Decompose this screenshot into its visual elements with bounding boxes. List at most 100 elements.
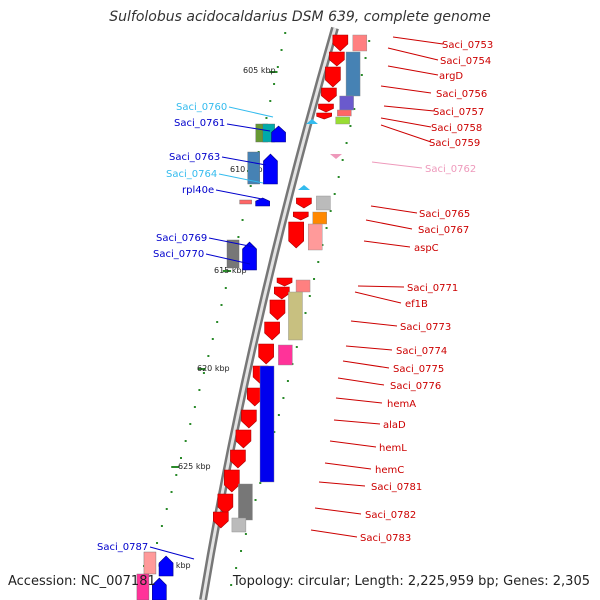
leader-line [345, 345, 393, 351]
gene-label[interactable]: Saci_0776 [390, 381, 441, 392]
scale-dot [368, 40, 371, 42]
scale-dot [211, 338, 214, 340]
leader-line [380, 117, 432, 128]
forward-gene-marker [330, 154, 342, 159]
leader-line [335, 397, 383, 404]
gene-label[interactable]: hemL [379, 443, 407, 454]
genome-title: Sulfolobus acidocaldarius DSM 639, compl… [109, 9, 491, 25]
scale-dot [230, 584, 233, 586]
scale-dot [179, 457, 182, 459]
gene-label[interactable]: Saci_0758 [431, 123, 482, 134]
forward-gene-arrows [213, 34, 349, 529]
cog-block [307, 223, 323, 251]
gene-label[interactable]: argD [439, 71, 463, 82]
scale-major-tick [269, 71, 278, 73]
forward-gene-arrow [258, 343, 274, 365]
scale-dot [241, 219, 244, 221]
forward-gene-arrow [217, 493, 234, 515]
forward-gene-arrow [325, 66, 341, 88]
gene-label[interactable]: Saci_0769 [156, 233, 207, 244]
forward-gene-arrow [273, 286, 290, 300]
gene-label[interactable]: Saci_0765 [419, 209, 470, 220]
leader-line [310, 529, 358, 538]
leader-line [329, 440, 377, 448]
scale-dot [349, 125, 352, 127]
gene-label[interactable]: Saci_0763 [169, 152, 220, 163]
leader-line [387, 47, 439, 61]
cog-block [143, 551, 157, 575]
scale-dot [273, 431, 276, 433]
scale-dot [280, 49, 283, 51]
scale-dot [333, 193, 336, 195]
scale-dot [175, 474, 178, 476]
gene-label[interactable]: Saci_0771 [407, 283, 458, 294]
gene-label[interactable]: alaD [383, 420, 406, 431]
gene-label[interactable]: Saci_0762 [425, 164, 476, 175]
leader-line [149, 546, 195, 560]
leader-line [357, 285, 405, 288]
gene-label[interactable]: Saci_0781 [371, 482, 422, 493]
leader-line [333, 419, 381, 425]
scale-dot [269, 100, 272, 102]
leader-line [318, 481, 366, 487]
cog-block [352, 34, 368, 52]
left-labels: Saci_0760 Saci_0761 Saci_0763 Saci_0764 … [97, 102, 227, 553]
cog-block [239, 199, 252, 205]
gene-label[interactable]: hemA [387, 399, 416, 410]
reverse-gene-marker [298, 185, 310, 190]
scale-dot [360, 74, 363, 76]
scale-dot [308, 295, 311, 297]
scale-dot [193, 406, 196, 408]
gene-label[interactable]: Saci_0764 [166, 169, 217, 180]
gene-label[interactable]: hemC [375, 465, 404, 476]
scale-dot [240, 550, 243, 552]
gene-label[interactable]: ef1B [405, 299, 428, 310]
scale-dot [249, 185, 252, 187]
reverse-gene-arrow [263, 153, 278, 185]
accession-text: Accession: NC_007181 [8, 574, 156, 589]
scale-dot [282, 397, 285, 399]
forward-gene-arrow [332, 34, 349, 52]
scale-dot [224, 287, 227, 289]
forward-gene-arrow [318, 103, 334, 113]
leader-line [324, 462, 372, 470]
gene-label[interactable]: Saci_0767 [418, 225, 469, 236]
leader-line [221, 156, 267, 166]
forward-gene-arrow [230, 449, 246, 469]
gene-label[interactable]: Saci_0759 [429, 138, 480, 149]
gene-label[interactable]: Saci_0761 [174, 118, 225, 129]
reverse-gene-arrow [158, 555, 174, 577]
gene-label[interactable]: Saci_0757 [433, 107, 484, 118]
scale-dot [295, 346, 298, 348]
reverse-gene-arrow [152, 577, 167, 600]
scale-dot [321, 244, 324, 246]
leader-line [205, 253, 251, 265]
gene-label[interactable]: Saci_0783 [360, 533, 411, 544]
gene-label[interactable]: rpl40e [182, 185, 214, 196]
gene-label[interactable]: Saci_0756 [436, 89, 487, 100]
forward-gene-arrow [213, 511, 229, 529]
scale-dot [170, 491, 173, 493]
cog-block [339, 95, 354, 111]
cog-block [238, 483, 253, 521]
gene-label[interactable]: Saci_0782 [365, 510, 416, 521]
scale-label: 615 kbp [214, 266, 247, 275]
scale-dot [156, 542, 159, 544]
gene-label[interactable]: Saci_0775 [393, 364, 444, 375]
gene-label[interactable]: Saci_0753 [442, 40, 493, 51]
gene-label[interactable]: Saci_0754 [440, 56, 491, 67]
forward-gene-arrow [321, 87, 337, 103]
gene-label[interactable]: Saci_0774 [396, 346, 447, 357]
scale-dot [313, 278, 316, 280]
gene-label[interactable]: Saci_0760 [176, 102, 227, 113]
gene-label[interactable]: Saci_0787 [97, 542, 148, 553]
reverse-gene-arrow [255, 197, 270, 207]
scale-dot [317, 261, 320, 263]
leader-lines [149, 36, 444, 560]
gene-label[interactable]: aspC [414, 243, 439, 254]
gene-label[interactable]: Saci_0770 [153, 249, 204, 260]
scale-dot [337, 176, 340, 178]
scale-dot [286, 380, 289, 382]
gene-label[interactable]: Saci_0773 [400, 322, 451, 333]
leader-line [337, 377, 385, 386]
